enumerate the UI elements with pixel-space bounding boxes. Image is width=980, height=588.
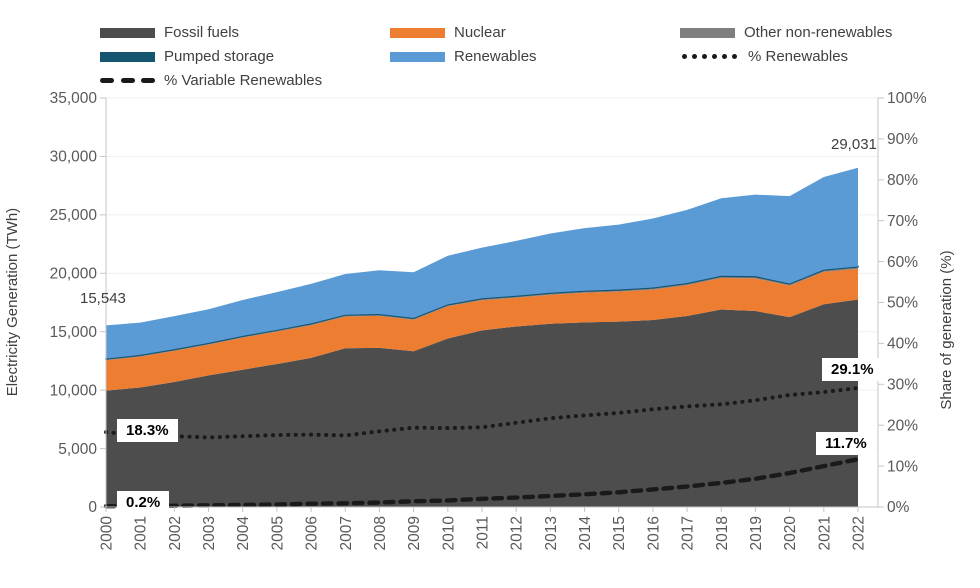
other-non-renewables-swatch-icon — [680, 27, 735, 38]
legend-label: Pumped storage — [164, 48, 275, 65]
legend-item-pct-renewables: % Renewables — [680, 46, 892, 67]
legend-label: Other non-renewables — [744, 24, 893, 41]
annotation-pct-variable-2022: 11.7% — [816, 432, 876, 455]
right-tick-label: 60% — [887, 254, 918, 271]
year-label: 2012 — [509, 516, 526, 550]
annotation-pct-renewables-2022: 29.1% — [822, 358, 883, 381]
year-label: 2015 — [611, 516, 628, 550]
year-label: 2014 — [577, 516, 594, 551]
year-label: 2000 — [99, 516, 116, 551]
dashed-line-icon — [100, 78, 155, 83]
legend-label: Renewables — [454, 48, 537, 65]
dotted-line-icon — [680, 54, 739, 59]
legend: Fossil fuels Nuclear Other non-renewable… — [100, 22, 892, 91]
left-tick-label: 15,000 — [50, 324, 98, 341]
left-tick-label: 35,000 — [50, 90, 98, 107]
renewables-swatch-icon — [390, 51, 445, 62]
annotation-total-2000: 15,543 — [80, 290, 126, 307]
area-fossil-fuels — [106, 299, 858, 507]
fossil-fuels-swatch-icon — [100, 27, 155, 38]
year-label: 2009 — [406, 516, 423, 550]
right-tick-label: 20% — [887, 417, 918, 434]
right-tick-label: 50% — [887, 295, 918, 312]
legend-item-nuclear: Nuclear — [390, 22, 680, 43]
year-label: 2008 — [372, 516, 389, 550]
year-label: 2021 — [816, 516, 833, 550]
year-label: 2022 — [851, 516, 868, 550]
legend-label: Nuclear — [454, 24, 506, 41]
legend-label: Fossil fuels — [164, 24, 240, 41]
annotation-pct-renewables-2000: 18.3% — [117, 419, 178, 442]
left-tick-label: 20,000 — [50, 265, 98, 282]
pumped-storage-swatch-icon — [100, 51, 155, 62]
year-label: 2006 — [304, 516, 321, 550]
right-tick-label: 90% — [887, 131, 918, 148]
left-tick-label: 30,000 — [50, 149, 98, 166]
right-tick-label: 80% — [887, 172, 918, 189]
legend-item-fossil-fuels: Fossil fuels — [100, 22, 390, 43]
area-renewables — [106, 167, 858, 359]
left-tick-label: 10,000 — [50, 382, 98, 399]
left-tick-label: 0 — [88, 499, 97, 516]
area-nuclear — [106, 268, 858, 391]
legend-item-other-non-renewables: Other non-renewables — [680, 22, 892, 43]
year-label: 2011 — [475, 516, 492, 549]
right-tick-label: 70% — [887, 213, 918, 230]
right-tick-label: 30% — [887, 377, 918, 394]
right-tick-label: 40% — [887, 336, 918, 353]
legend-label: % Variable Renewables — [164, 72, 323, 89]
left-tick-label: 5,000 — [58, 441, 97, 458]
legend-item-renewables: Renewables — [390, 46, 680, 67]
year-label: 2010 — [440, 516, 457, 551]
year-label: 2016 — [645, 516, 662, 550]
legend-item-pumped-storage: Pumped storage — [100, 46, 390, 67]
year-label: 2005 — [269, 516, 286, 550]
nuclear-swatch-icon — [390, 27, 445, 38]
year-label: 2004 — [235, 516, 252, 551]
annotation-total-2022: 29,031 — [831, 136, 877, 153]
year-label: 2019 — [748, 516, 765, 550]
line--variable-renewables — [103, 456, 861, 509]
year-label: 2002 — [167, 516, 184, 550]
year-label: 2020 — [782, 516, 799, 551]
right-tick-label: 100% — [887, 90, 927, 107]
annotation-pct-variable-2000: 0.2% — [117, 491, 170, 514]
legend-item-pct-variable-renewables: % Variable Renewables — [100, 70, 390, 91]
year-label: 2007 — [338, 516, 355, 550]
year-label: 2013 — [543, 516, 560, 550]
legend-label: % Renewables — [748, 48, 849, 65]
left-tick-label: 25,000 — [50, 207, 98, 224]
right-tick-label: 0% — [887, 499, 910, 516]
year-label: 2001 — [133, 516, 150, 550]
year-label: 2017 — [680, 516, 697, 550]
year-label: 2018 — [714, 516, 731, 550]
right-tick-label: 10% — [887, 458, 918, 475]
year-label: 2003 — [201, 516, 218, 550]
